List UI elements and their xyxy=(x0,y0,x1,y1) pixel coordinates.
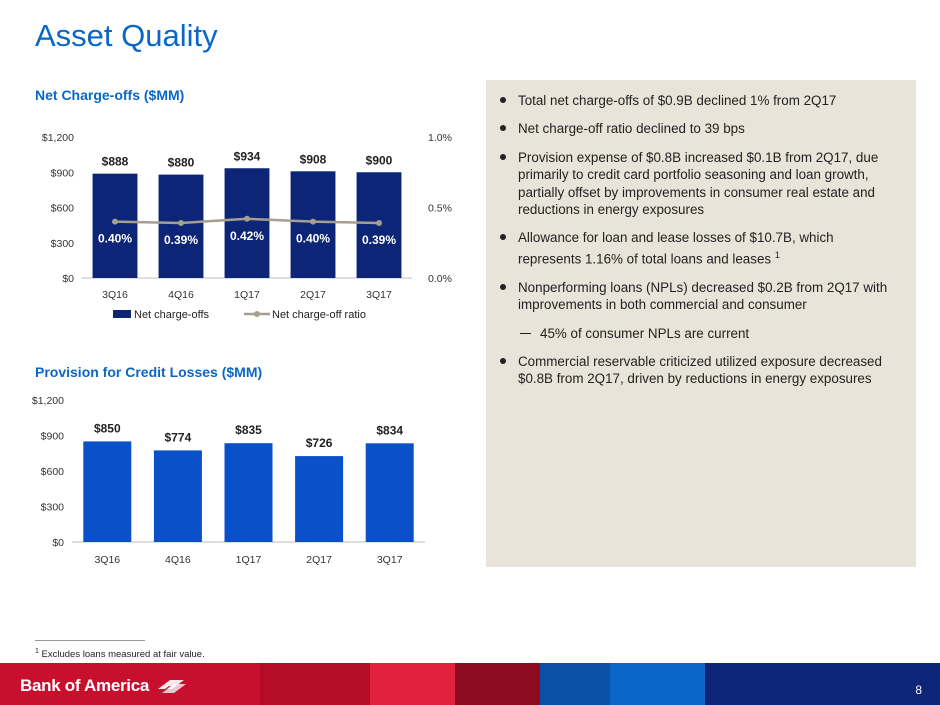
highlights-list: Total net charge-offs of $0.9B declined … xyxy=(500,92,896,388)
footer-band xyxy=(455,663,540,705)
net-charge-off-bar xyxy=(224,168,270,278)
provision-bar xyxy=(224,443,273,542)
bullet-dot xyxy=(500,153,506,160)
x-tick-label: 2Q17 xyxy=(300,289,326,301)
x-tick-label: 3Q16 xyxy=(94,554,120,566)
footer-band xyxy=(705,663,940,705)
footer-band xyxy=(260,663,370,705)
ratio-point xyxy=(376,220,382,227)
bullet-item: Nonperforming loans (NPLs) decreased $0.… xyxy=(500,279,896,314)
x-tick-label: 4Q16 xyxy=(168,289,194,301)
bullet-item: Commercial reservable criticized utilize… xyxy=(500,353,896,388)
legend-label: Net charge-off ratio xyxy=(272,309,366,321)
provision-bar xyxy=(365,443,414,542)
footnote-ref: 1 xyxy=(774,249,780,260)
net-charge-off-bar xyxy=(290,171,336,278)
y-tick-label: $900 xyxy=(41,431,65,443)
x-tick-label: 3Q17 xyxy=(366,289,392,301)
net-charge-offs-chart-title: Net Charge-offs ($MM) xyxy=(35,87,185,103)
bar-value-label: $880 xyxy=(168,156,195,170)
x-tick-label: 4Q16 xyxy=(165,554,191,566)
logo-wordmark: Bank of America xyxy=(20,676,150,695)
bar-value-label: $726 xyxy=(306,436,333,450)
bullet-dot xyxy=(500,234,506,241)
provision-chart-title: Provision for Credit Losses ($MM) xyxy=(35,364,263,380)
provision-bar xyxy=(153,450,202,542)
page-title: Asset Quality xyxy=(35,18,218,53)
provision-chart: $0 $300 $600 $900 $1,200 $850 3Q16 $774 4Q16 $835… xyxy=(32,395,425,566)
x-tick-label: 3Q17 xyxy=(377,554,403,566)
y2-tick-label: 0.0% xyxy=(428,273,452,285)
net-charge-off-bar xyxy=(92,173,138,278)
bar-value-label: $850 xyxy=(94,421,121,435)
footer-band xyxy=(540,663,610,705)
bullet-dot xyxy=(500,125,506,132)
bar-value-label: $888 xyxy=(102,155,129,169)
bar-value-label: $835 xyxy=(235,423,262,437)
footnote-divider xyxy=(35,640,145,641)
provision-bar xyxy=(295,456,344,542)
bullet-dot xyxy=(500,97,506,103)
x-tick-label: 2Q17 xyxy=(306,554,332,566)
bar-value-label: $908 xyxy=(300,152,327,166)
ratio-value-label: 0.39% xyxy=(362,233,396,247)
y-tick-label: $300 xyxy=(41,502,65,514)
y-tick-label: $1,200 xyxy=(42,132,74,144)
y-tick-label: $0 xyxy=(62,273,74,285)
bar-value-label: $774 xyxy=(165,430,192,444)
bank-of-america-logo: Bank of America xyxy=(20,676,188,696)
footer-band xyxy=(370,663,455,705)
legend-label: Net charge-offs xyxy=(134,309,210,321)
page-number: 8 xyxy=(915,683,922,697)
ratio-point xyxy=(310,218,316,225)
y-tick-label: $300 xyxy=(51,238,75,250)
bar-value-label: $834 xyxy=(376,423,403,437)
y-tick-label: $900 xyxy=(51,167,75,179)
sub-bullet-dash xyxy=(520,332,531,335)
ratio-point xyxy=(244,215,250,222)
ratio-point xyxy=(178,220,184,227)
bullet-dot xyxy=(500,283,506,290)
y-tick-label: $600 xyxy=(41,466,65,478)
y-tick-label: $1,200 xyxy=(32,395,64,407)
ratio-value-label: 0.39% xyxy=(164,233,198,247)
bullet-item: Provision expense of $0.8B increased $0.… xyxy=(500,149,896,219)
y2-tick-label: 0.5% xyxy=(428,203,452,215)
footer-bar xyxy=(0,663,940,705)
bullet-item: Net charge-off ratio declined to 39 bps xyxy=(500,120,896,137)
y-tick-label: $0 xyxy=(52,537,64,549)
ratio-value-label: 0.40% xyxy=(98,232,132,246)
y2-tick-label: 1.0% xyxy=(428,132,452,144)
footer-band xyxy=(610,663,705,705)
net-charge-off-bar xyxy=(158,174,204,278)
footer-band xyxy=(0,663,260,705)
bar-value-label: $934 xyxy=(234,149,261,163)
y-tick-label: $600 xyxy=(51,203,75,215)
bar-value-label: $900 xyxy=(366,153,393,167)
ratio-value-label: 0.40% xyxy=(296,232,330,246)
x-tick-label: 1Q17 xyxy=(234,289,260,301)
bullet-item: Allowance for loan and lease losses of $… xyxy=(500,229,896,267)
legend-swatch-net-charge-offs xyxy=(113,310,131,318)
ratio-value-label: 0.42% xyxy=(230,229,264,243)
sub-bullet-item: 45% of consumer NPLs are current xyxy=(500,325,896,342)
legend-swatch-ratio-marker xyxy=(254,311,260,317)
ratio-point xyxy=(112,218,118,225)
bullet-dot xyxy=(500,357,506,364)
x-tick-label: 1Q17 xyxy=(236,554,262,566)
footnote: 1 Excludes loans measured at fair value. xyxy=(35,648,205,661)
x-tick-label: 3Q16 xyxy=(102,289,128,301)
highlights-panel: Total net charge-offs of $0.9B declined … xyxy=(486,80,916,567)
net-charge-offs-chart: $0 $300 $600 $900 $1,200 0.0% 0.5% 1.0% $888 3Q16… xyxy=(42,132,452,321)
provision-bar xyxy=(83,441,132,542)
bullet-item: Total net charge-offs of $0.9B declined … xyxy=(500,92,896,109)
flag-icon xyxy=(158,680,187,693)
